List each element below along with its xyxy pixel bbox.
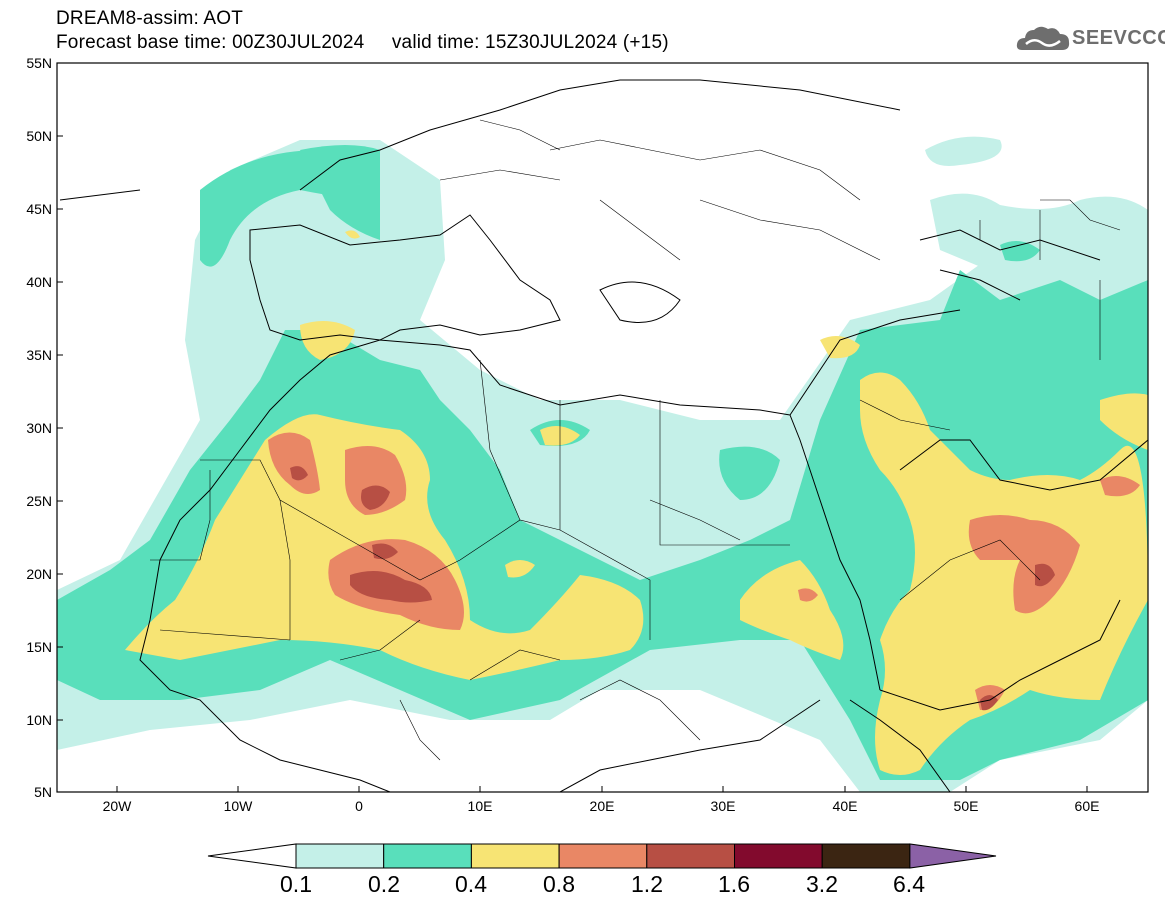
lat-label: 40N [26, 274, 52, 290]
lat-labels: 55N 50N 45N 40N 35N 30N 25N 20N 15N 10N … [26, 55, 52, 800]
cloud-icon [1016, 26, 1070, 50]
aot-field [57, 63, 1148, 792]
lat-label: 10N [26, 712, 52, 728]
colorbar-label: 3.2 [806, 871, 838, 897]
lat-label: 20N [26, 566, 52, 582]
lat-label: 45N [26, 201, 52, 217]
colorbar-label: 0.8 [543, 871, 575, 897]
lat-label: 5N [34, 784, 52, 800]
lon-label: 20E [590, 798, 615, 814]
lat-label: 35N [26, 347, 52, 363]
colorbar-label: 0.1 [280, 871, 312, 897]
colorbar-label: 6.4 [893, 871, 925, 897]
lat-axis [57, 62, 63, 793]
lon-label: 30E [711, 798, 736, 814]
colorbar-label: 1.6 [718, 871, 750, 897]
lon-axis [116, 786, 1088, 792]
lat-label: 15N [26, 639, 52, 655]
lon-labels: 20W 10W 0 10E 20E 30E 40E 50E 60E [103, 798, 1100, 814]
lon-label: 60E [1075, 798, 1100, 814]
logo-text: SEEVCCC [1072, 27, 1165, 49]
lon-label: 0 [355, 798, 363, 814]
forecast-time-line: Forecast base time: 00Z30JUL2024 valid t… [56, 32, 669, 53]
lat-label: 55N [26, 55, 52, 71]
colorbar-label: 0.2 [368, 871, 400, 897]
lon-label: 20W [103, 798, 133, 814]
colorbar-label: 0.4 [455, 871, 487, 897]
lat-label: 25N [26, 493, 52, 509]
map-title: DREAM8-assim: AOT [56, 8, 244, 29]
lon-label: 10W [224, 798, 254, 814]
aot-red-layer [290, 466, 1055, 711]
country-borders [150, 119, 1121, 761]
lat-label: 50N [26, 128, 52, 144]
lon-label: 40E [833, 798, 858, 814]
lat-label: 30N [26, 420, 52, 436]
colorbar-label: 1.2 [631, 871, 663, 897]
lon-label: 10E [468, 798, 493, 814]
seevccc-logo: SEEVCCC [1016, 22, 1165, 56]
coastlines [59, 79, 1148, 792]
lon-label: 50E [954, 798, 979, 814]
